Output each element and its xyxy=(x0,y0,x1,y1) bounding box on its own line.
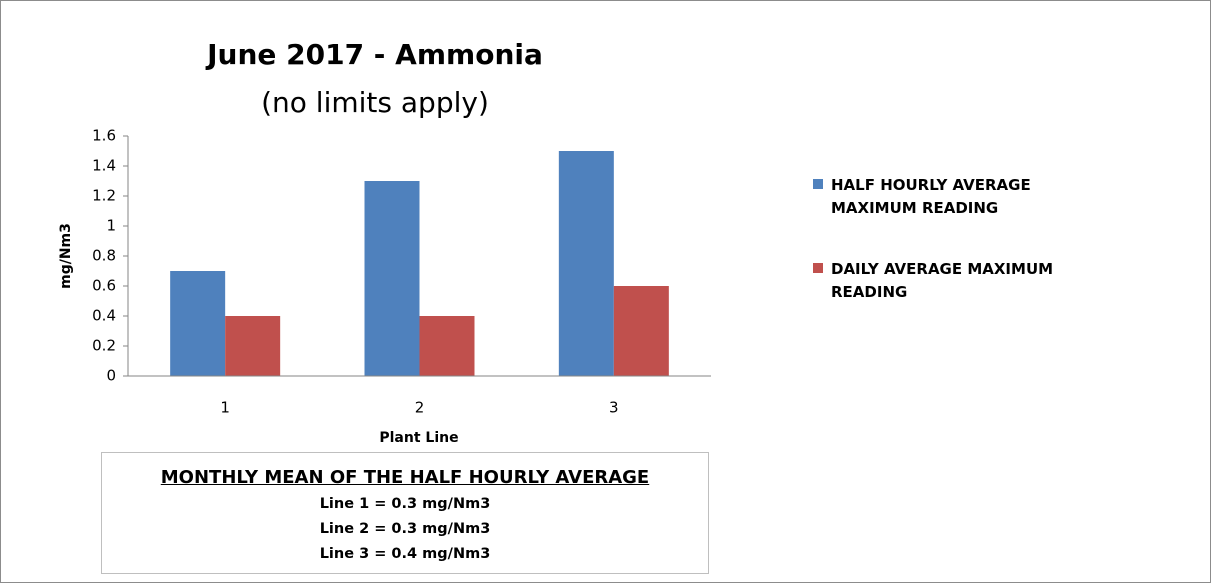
x-tick-label: 1 xyxy=(220,399,230,417)
y-tick-label: 1.6 xyxy=(92,127,116,145)
chart-subtitle: (no limits apply) xyxy=(261,86,489,119)
legend-label: DAILY AVERAGE MAXIMUM READING xyxy=(831,260,1054,301)
bar xyxy=(364,181,420,376)
y-tick-label: 1 xyxy=(106,217,116,235)
chart-title: June 2017 - Ammonia xyxy=(205,38,543,71)
bar xyxy=(419,316,475,376)
bar xyxy=(225,316,281,376)
bar xyxy=(613,286,669,376)
y-tick-label: 0 xyxy=(106,367,116,385)
legend-label: HALF HOURLY AVERAGE MAXIMUM READING xyxy=(831,176,1031,217)
legend-entry: HALF HOURLY AVERAGE MAXIMUM READING xyxy=(813,174,1101,220)
annotation-line: Line 2 = 0.3 mg/Nm3 xyxy=(319,521,491,537)
legend-swatch xyxy=(813,179,823,189)
legend-entry: DAILY AVERAGE MAXIMUM READING xyxy=(813,258,1101,304)
y-axis-label: mg/Nm3 xyxy=(58,223,74,289)
y-tick-label: 0.4 xyxy=(92,307,116,325)
y-tick-label: 0.6 xyxy=(92,277,116,295)
annotation-title: MONTHLY MEAN OF THE HALF HOURLY AVERAGE xyxy=(160,467,650,488)
bar xyxy=(558,151,614,376)
x-tick-label: 3 xyxy=(609,399,619,417)
y-tick-label: 0.8 xyxy=(92,247,116,265)
y-tick-label: 0.2 xyxy=(92,337,116,355)
legend-swatch xyxy=(813,263,823,273)
y-tick-label: 1.2 xyxy=(92,187,116,205)
annotation-box: MONTHLY MEAN OF THE HALF HOURLY AVERAGE … xyxy=(101,452,709,574)
x-axis-label: Plant Line xyxy=(379,430,458,446)
x-tick-label: 2 xyxy=(415,399,425,417)
annotation-line: Line 1 = 0.3 mg/Nm3 xyxy=(319,496,491,512)
bar xyxy=(170,271,226,376)
y-tick-label: 1.4 xyxy=(92,157,116,175)
annotation-line: Line 3 = 0.4 mg/Nm3 xyxy=(319,546,491,562)
